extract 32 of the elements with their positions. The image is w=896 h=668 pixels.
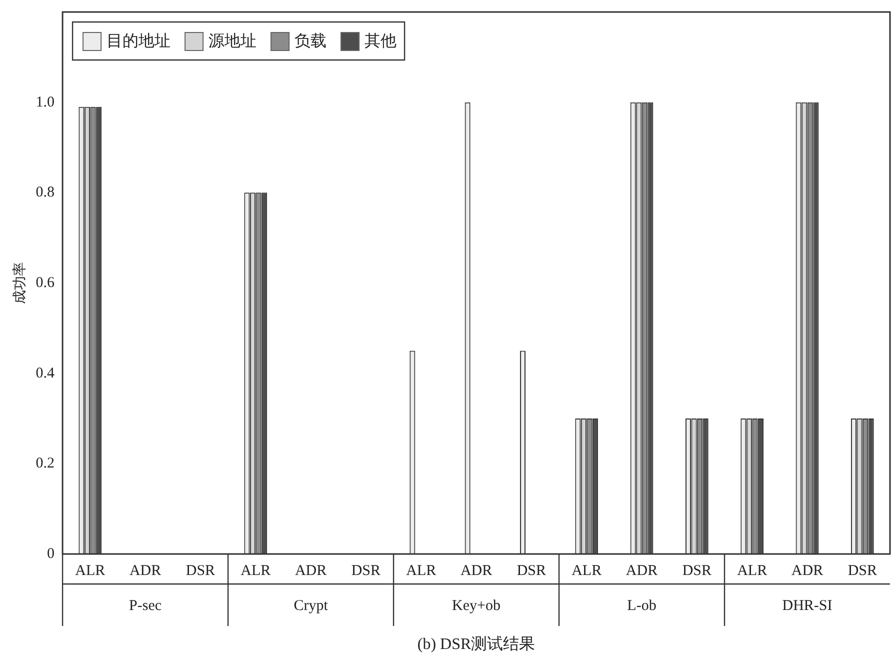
y-tick-label: 0.6: [36, 274, 56, 291]
legend-label: 负载: [294, 32, 327, 50]
x-tick-label: DSR: [516, 562, 546, 579]
y-tick-label: 0: [47, 546, 55, 562]
x-tick-label: ADR: [460, 562, 492, 579]
legend-label: 目的地址: [106, 32, 171, 50]
x-tick-label: ALR: [75, 562, 106, 579]
x-tick-label: ALR: [572, 562, 602, 579]
text: DHR-SI: [782, 598, 832, 614]
y-axis-title: 成功率: [12, 262, 28, 304]
x-tick-label: ADR: [791, 562, 824, 579]
y-tick-label: 1.0: [36, 94, 55, 110]
x-tick-label: DSR: [351, 562, 381, 579]
text: Key+ob: [452, 598, 500, 614]
x-tick-label: DSR: [186, 562, 216, 579]
text: L-ob: [627, 598, 656, 614]
x-tick-label: ADR: [294, 562, 327, 579]
x-tick-label: ADR: [129, 562, 162, 579]
y-tick-label: 0.8: [36, 184, 55, 201]
text: P-sec: [129, 598, 162, 614]
x-tick-label: ALR: [737, 562, 768, 579]
legend-label: 源地址: [208, 32, 257, 50]
x-tick-label: ALR: [240, 562, 271, 579]
legend-label: 其他: [364, 32, 397, 50]
text: Crypt: [294, 598, 329, 614]
x-tick-label: ALR: [406, 562, 436, 579]
text: (b) DSR测试结果: [417, 635, 536, 654]
y-tick-label: 0.4: [36, 365, 56, 382]
y-tick-label: 0.2: [36, 456, 55, 472]
x-tick-label: DSR: [848, 562, 878, 579]
x-tick-label: DSR: [682, 562, 712, 579]
x-tick-label: ADR: [626, 562, 658, 579]
